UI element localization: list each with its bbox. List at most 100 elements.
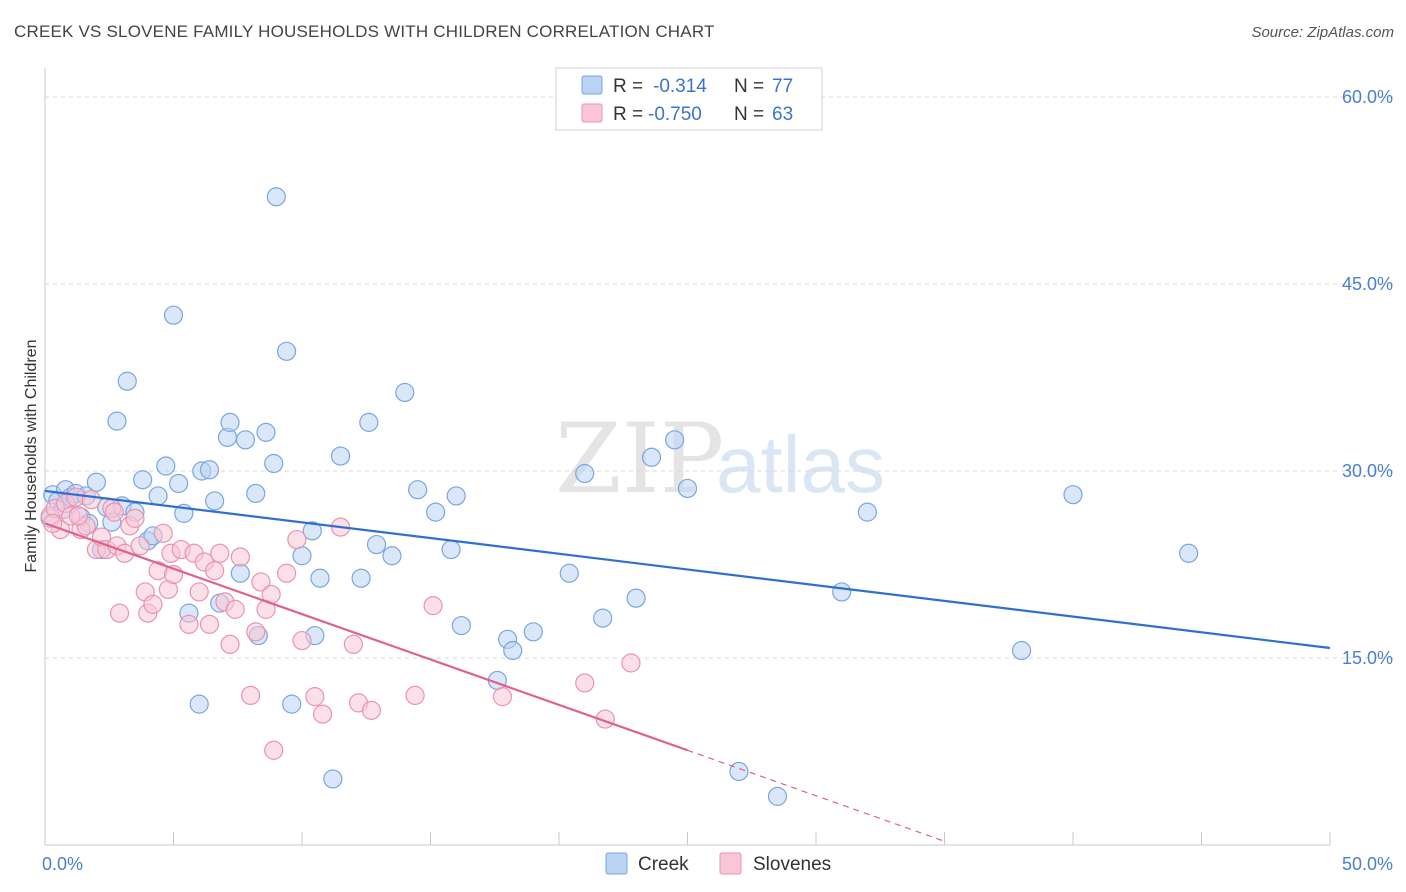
slovene-point-55: [423, 596, 443, 616]
creek-point-68: [677, 478, 698, 499]
source-credit: Source: ZipAtlas.com: [1251, 24, 1394, 41]
y-tick-labels: 15.0% 30.0% 45.0% 60.0%: [1342, 87, 1393, 668]
creek-point-20: [148, 486, 168, 506]
creek-point-23: [169, 473, 189, 494]
creek-point-15: [117, 371, 137, 391]
creek-point-74: [1063, 485, 1083, 505]
creek-point-75: [1179, 543, 1199, 563]
slovene-point-38: [230, 547, 250, 567]
slovene-point-51: [343, 634, 363, 654]
creek-point-62: [559, 563, 579, 583]
slovene-point-32: [199, 614, 220, 634]
creek-point-38: [264, 453, 284, 474]
series-legend-swatch-slovenes: [719, 852, 742, 875]
creek-point-69: [729, 761, 749, 782]
creek-point-41: [282, 694, 302, 714]
creek-point-32: [220, 412, 240, 432]
slovene-point-47: [292, 630, 312, 651]
slovene-point-33: [205, 561, 225, 581]
creek-point-22: [163, 305, 184, 325]
slovene-point-46: [287, 529, 307, 550]
creek-point-46: [323, 769, 343, 789]
slovene-point-37: [225, 599, 245, 619]
creek-point-67: [665, 430, 685, 450]
creek-point-63: [575, 463, 595, 484]
creek-point-60: [503, 640, 523, 661]
slovene-point-30: [189, 582, 209, 602]
legend-r-value-creek: -0.314: [653, 76, 707, 97]
creek-point-26: [189, 694, 209, 714]
zipatlas-watermark: ZIP atlas: [555, 403, 885, 515]
creek-point-54: [426, 502, 446, 522]
creek-trend-line: [44, 489, 1331, 650]
y-tick-label-0: 15.0%: [1342, 648, 1393, 668]
creek-point-53: [408, 480, 428, 500]
creek-point-70: [767, 786, 788, 806]
x-tick-label-0: 0.0%: [42, 854, 83, 874]
slovene-point-39: [241, 685, 261, 706]
slovene-point-40: [246, 622, 266, 642]
slovene-point-17: [125, 508, 145, 528]
creek-point-43: [302, 521, 322, 541]
slovene-point-34: [210, 543, 230, 563]
slovene-trend-extension: [687, 749, 945, 842]
y-axis-label: Family Households with Children: [23, 340, 40, 573]
x-tick-labels: 0.0% 50.0%: [42, 854, 1393, 874]
creek-point-42: [292, 546, 312, 566]
creek-point-66: [641, 447, 662, 467]
creek-point-52: [395, 382, 415, 403]
slovene-point-44: [264, 740, 284, 760]
legend-r-label-creek: R =: [613, 76, 643, 97]
slovene-point-57: [575, 673, 595, 693]
creek-point-34: [235, 430, 256, 450]
slovene-point-61: [104, 502, 124, 522]
slovene-points: [40, 487, 641, 760]
creek-point-33: [230, 563, 250, 583]
creek-point-48: [351, 568, 371, 588]
y-tick-label-1: 30.0%: [1342, 461, 1393, 481]
slovene-point-41: [251, 572, 271, 592]
legend-n-value-slovenes: 63: [772, 104, 793, 125]
y-axis-title: Family Households with Children: [23, 340, 40, 573]
legend-r-label-slovenes: R =: [613, 104, 643, 125]
slovene-point-48: [305, 687, 325, 707]
y-tick-label-3: 60.0%: [1342, 87, 1393, 107]
creek-point-64: [593, 608, 613, 628]
chart-title: CREEK VS SLOVENE FAMILY HOUSEHOLDS WITH …: [14, 22, 715, 41]
slovene-point-36: [220, 634, 240, 654]
trend-lines: [44, 489, 1331, 842]
slovene-point-21: [143, 594, 163, 614]
creek-point-28: [199, 460, 220, 480]
creek-point-17: [133, 470, 153, 490]
slovene-point-60: [68, 506, 89, 526]
series-legend: Creek Slovenes: [605, 852, 831, 875]
watermark-zip: ZIP: [555, 403, 724, 515]
legend-n-label-creek: N =: [734, 76, 764, 97]
creek-point-47: [330, 446, 351, 466]
creek-point-40: [276, 341, 297, 361]
slovene-point-14: [109, 603, 130, 623]
axes: [44, 68, 1331, 846]
legend-r-value-slovenes: -0.750: [648, 104, 702, 125]
slovene-point-53: [361, 700, 381, 720]
slovene-point-59: [621, 653, 641, 673]
y-tick-label-2: 45.0%: [1342, 274, 1393, 294]
slovene-trend-line: [44, 522, 688, 752]
slovene-point-23: [153, 523, 173, 543]
slovene-point-28: [179, 614, 199, 634]
creek-point-65: [626, 588, 646, 608]
creek-point-57: [451, 615, 471, 636]
creek-point-13: [107, 411, 127, 431]
creek-point-29: [205, 491, 225, 511]
slovene-point-18: [130, 536, 150, 556]
creek-point-72: [857, 502, 878, 522]
creek-point-9: [86, 472, 107, 492]
x-tick-label-1: 50.0%: [1342, 854, 1393, 874]
creek-point-39: [266, 187, 286, 207]
creek-point-35: [246, 483, 266, 504]
legend-n-value-creek: 77: [772, 76, 793, 97]
creek-point-21: [156, 456, 176, 476]
creek-point-51: [382, 546, 402, 566]
slovene-point-45: [276, 563, 297, 583]
creek-point-37: [256, 422, 276, 442]
